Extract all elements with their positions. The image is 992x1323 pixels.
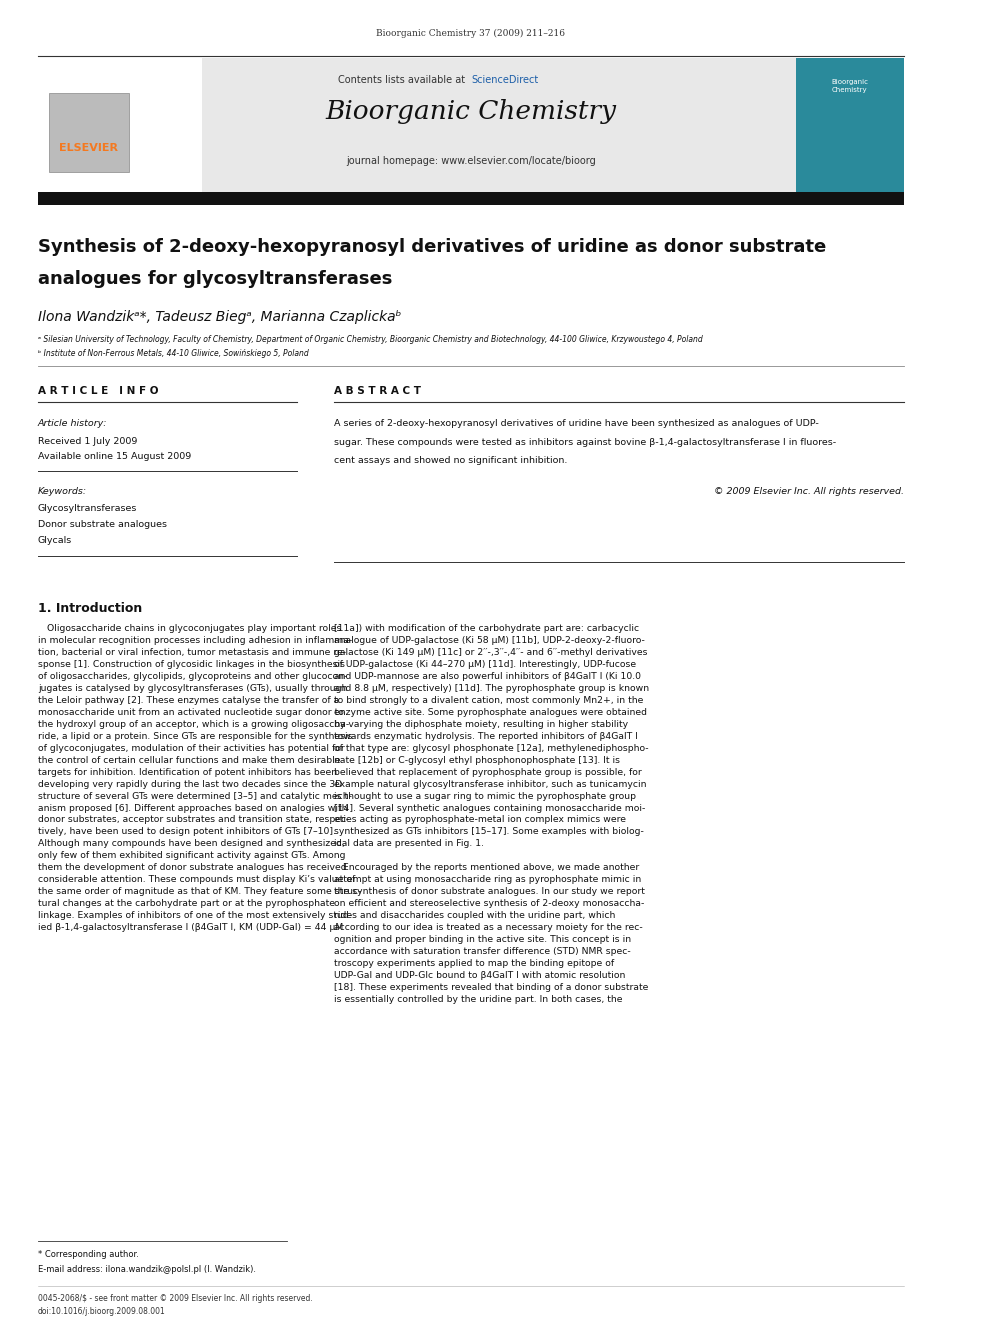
- FancyBboxPatch shape: [796, 58, 904, 194]
- Text: A B S T R A C T: A B S T R A C T: [334, 386, 422, 397]
- Text: Ilona Wandzikᵃ*, Tadeusz Biegᵃ, Marianna Czaplickaᵇ: Ilona Wandzikᵃ*, Tadeusz Biegᵃ, Marianna…: [38, 310, 402, 324]
- Text: doi:10.1016/j.bioorg.2009.08.001: doi:10.1016/j.bioorg.2009.08.001: [38, 1307, 166, 1316]
- Text: 1. Introduction: 1. Introduction: [38, 602, 142, 615]
- FancyBboxPatch shape: [38, 58, 202, 196]
- Text: 0045-2068/$ - see front matter © 2009 Elsevier Inc. All rights reserved.: 0045-2068/$ - see front matter © 2009 El…: [38, 1294, 312, 1303]
- Text: Received 1 July 2009: Received 1 July 2009: [38, 437, 137, 446]
- Text: Bioorganic Chemistry: Bioorganic Chemistry: [325, 99, 616, 124]
- Text: A R T I C L E   I N F O: A R T I C L E I N F O: [38, 386, 158, 397]
- FancyBboxPatch shape: [38, 192, 904, 205]
- Text: © 2009 Elsevier Inc. All rights reserved.: © 2009 Elsevier Inc. All rights reserved…: [714, 487, 904, 496]
- FancyBboxPatch shape: [49, 93, 129, 172]
- Text: Oligosaccharide chains in glycoconjugates play important roles
in molecular reco: Oligosaccharide chains in glycoconjugate…: [38, 624, 361, 931]
- Text: ᵃ Silesian University of Technology, Faculty of Chemistry, Department of Organic: ᵃ Silesian University of Technology, Fac…: [38, 335, 702, 344]
- Text: Contents lists available at: Contents lists available at: [338, 75, 468, 86]
- Text: Bioorganic
Chemistry: Bioorganic Chemistry: [831, 79, 868, 93]
- Text: Synthesis of 2-deoxy-hexopyranosyl derivatives of uridine as donor substrate: Synthesis of 2-deoxy-hexopyranosyl deriv…: [38, 238, 826, 257]
- Text: A series of 2-deoxy-hexopyranosyl derivatives of uridine have been synthesized a: A series of 2-deoxy-hexopyranosyl deriva…: [334, 419, 819, 429]
- Text: journal homepage: www.elsevier.com/locate/bioorg: journal homepage: www.elsevier.com/locat…: [346, 156, 596, 167]
- Text: Glycals: Glycals: [38, 536, 72, 545]
- Text: Bioorganic Chemistry 37 (2009) 211–216: Bioorganic Chemistry 37 (2009) 211–216: [376, 29, 565, 38]
- Text: cent assays and showed no significant inhibition.: cent assays and showed no significant in…: [334, 456, 567, 466]
- Text: Article history:: Article history:: [38, 419, 107, 429]
- Text: Keywords:: Keywords:: [38, 487, 86, 496]
- Text: analogues for glycosyltransferases: analogues for glycosyltransferases: [38, 270, 392, 288]
- Text: sugar. These compounds were tested as inhibitors against bovine β-1,4-galactosyl: sugar. These compounds were tested as in…: [334, 438, 836, 447]
- FancyBboxPatch shape: [38, 58, 904, 196]
- Text: Available online 15 August 2009: Available online 15 August 2009: [38, 452, 190, 462]
- Text: * Corresponding author.: * Corresponding author.: [38, 1250, 139, 1259]
- Text: Glycosyltransferases: Glycosyltransferases: [38, 504, 137, 513]
- Text: E-mail address: ilona.wandzik@polsl.pl (I. Wandzik).: E-mail address: ilona.wandzik@polsl.pl (…: [38, 1265, 256, 1274]
- Text: Donor substrate analogues: Donor substrate analogues: [38, 520, 167, 529]
- Text: ScienceDirect: ScienceDirect: [471, 75, 538, 86]
- Text: ᵇ Institute of Non-Ferrous Metals, 44-10 Gliwice, Sowińskiego 5, Poland: ᵇ Institute of Non-Ferrous Metals, 44-10…: [38, 349, 309, 359]
- Text: ELSEVIER: ELSEVIER: [60, 143, 118, 153]
- Text: [11a]) with modification of the carbohydrate part are: carbacyclic
analogue of U: [11a]) with modification of the carbohyd…: [334, 624, 650, 1004]
